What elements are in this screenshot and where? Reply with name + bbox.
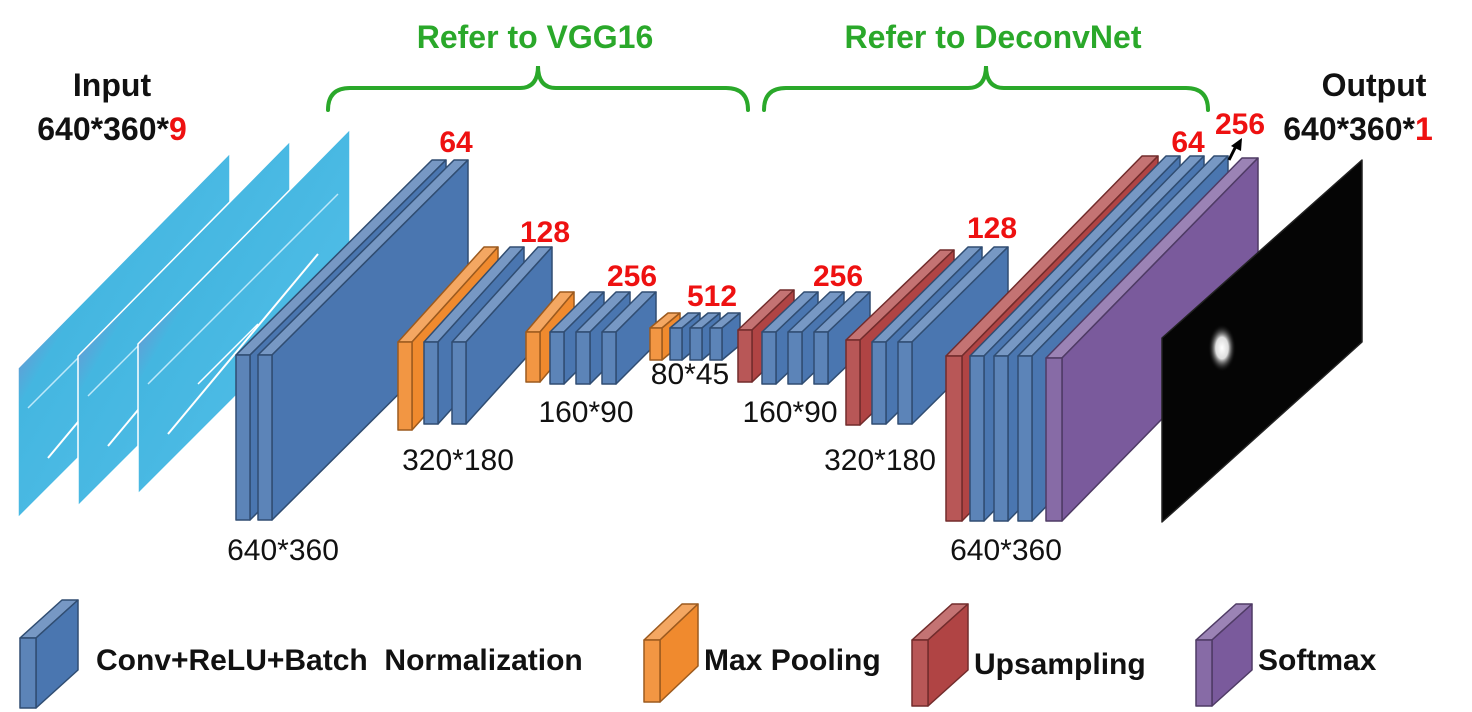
conv-block-3c: [601, 291, 657, 385]
brace-vgg: [326, 65, 750, 112]
brace-deconv-label: Refer to DeconvNet: [845, 19, 1142, 55]
size-80: 80*45: [651, 358, 729, 391]
output-dims: 640*360*1: [1283, 111, 1432, 147]
legend-conv-swatch: [19, 599, 79, 709]
size-640-a: 640*360: [227, 534, 339, 567]
output-heatmap: [1161, 159, 1363, 523]
legend-pool-label: Max Pooling: [704, 644, 881, 677]
input-frame-3: [137, 128, 351, 495]
channel-256-c: 256: [1215, 108, 1265, 141]
input-dims-highlight: 9: [169, 111, 187, 147]
size-640-b: 640*360: [950, 534, 1062, 567]
channel-256-b: 256: [813, 260, 863, 293]
output-title: Output: [1322, 67, 1427, 103]
input-dims-prefix: 640*360*: [37, 111, 169, 147]
softmax-block: [1045, 157, 1259, 522]
legend-up-swatch: [911, 603, 969, 707]
brace-vgg-label: Refer to VGG16: [417, 19, 654, 55]
conv-block-4c: [709, 312, 741, 361]
heatmap-panel: [1161, 159, 1363, 523]
input-frames: [17, 128, 351, 519]
legend-softmax-swatch: [1195, 603, 1253, 707]
output-dims-highlight: 1: [1415, 111, 1433, 147]
channel-64-b: 64: [1171, 126, 1205, 159]
channel-64-a: 64: [439, 126, 473, 159]
output-dims-prefix: 640*360*: [1283, 111, 1415, 147]
conv-block-1b: [257, 159, 469, 521]
input-title: Input: [73, 67, 152, 103]
channel-512: 512: [687, 280, 737, 313]
channel-256-a: 256: [607, 260, 657, 293]
size-160-b: 160*90: [742, 396, 837, 429]
channel-128-b: 128: [967, 212, 1017, 245]
heatmap-spot: [1208, 324, 1236, 372]
legend-conv-label: Conv+ReLU+Batch Normalization: [96, 644, 583, 677]
legend-pool-swatch: [643, 603, 699, 703]
arrow-icon: [1227, 138, 1242, 161]
legend-softmax-label: Softmax: [1258, 644, 1377, 677]
size-160-a: 160*90: [538, 396, 633, 429]
brace-deconv: [762, 65, 1210, 112]
conv-block-2b: [451, 246, 553, 425]
input-dims: 640*360*9: [37, 111, 186, 147]
layer-blocks: [235, 155, 1259, 522]
size-320-a: 320*180: [402, 444, 514, 477]
size-320-b: 320*180: [824, 444, 936, 477]
legend: [19, 599, 1253, 709]
legend-up-label: Upsampling: [974, 648, 1146, 681]
channel-128-a: 128: [520, 216, 570, 249]
braces: [326, 65, 1210, 112]
